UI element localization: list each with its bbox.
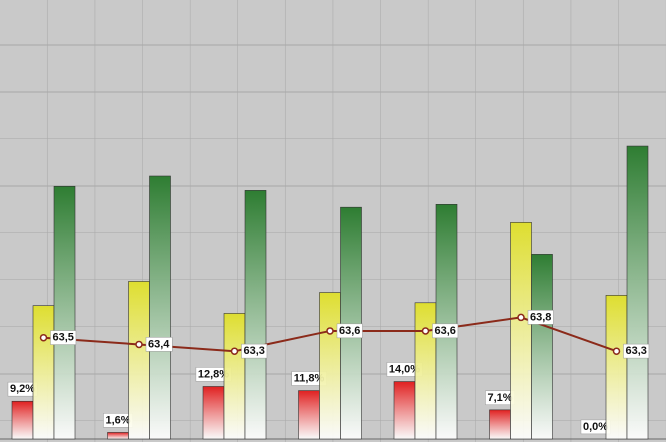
bar <box>107 432 129 440</box>
data-label: 63,6 <box>435 325 456 337</box>
label-box <box>241 343 268 359</box>
line-marker <box>39 333 48 342</box>
label-box <box>432 323 459 339</box>
data-label: 14,0% <box>389 363 420 375</box>
label-box <box>527 310 554 325</box>
label-box <box>50 330 77 345</box>
bar <box>11 400 34 440</box>
bar <box>489 409 511 440</box>
bar <box>319 292 341 440</box>
data-label: 63,3 <box>244 345 265 357</box>
bar <box>414 302 437 440</box>
bar <box>223 313 246 440</box>
label-box <box>145 337 173 352</box>
line-marker <box>517 313 525 322</box>
bar <box>626 145 649 440</box>
bar <box>244 190 267 440</box>
data-label: 12,8% <box>198 368 229 380</box>
line-marker <box>421 327 430 335</box>
bar <box>298 390 320 440</box>
bar <box>510 222 532 440</box>
data-label: 11,8% <box>294 372 325 384</box>
bar <box>435 204 458 440</box>
line-marker <box>230 347 239 355</box>
bar <box>202 386 225 440</box>
data-label: 0,0% <box>583 421 608 433</box>
data-label: 63,4 <box>148 338 170 350</box>
label-box <box>623 343 650 359</box>
data-label: 7,1% <box>487 392 512 404</box>
line-marker <box>135 340 143 349</box>
data-label: 9,2% <box>10 383 35 395</box>
bar <box>32 305 55 440</box>
data-label: 63,5 <box>53 332 74 344</box>
line-marker <box>612 347 621 355</box>
bar <box>340 206 362 440</box>
bar <box>605 295 628 440</box>
bar <box>531 254 553 440</box>
label-box <box>336 323 363 339</box>
data-label: 63,3 <box>626 345 647 357</box>
data-label: 63,6 <box>339 325 360 337</box>
data-label: 63,8 <box>530 311 551 323</box>
data-label: 1,6% <box>105 414 130 426</box>
line-marker <box>326 327 334 335</box>
bar <box>149 175 171 440</box>
bar <box>53 185 76 440</box>
bar <box>393 381 416 440</box>
bar <box>128 281 150 440</box>
